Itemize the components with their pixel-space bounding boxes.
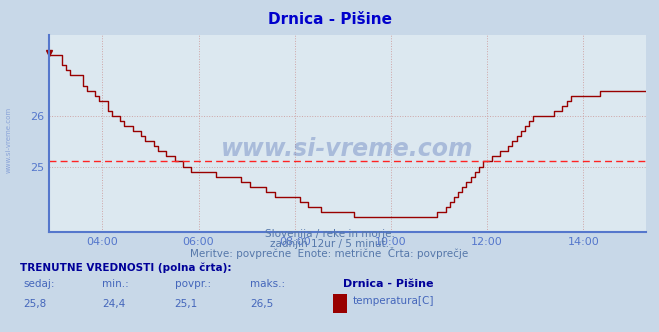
Text: 26,5: 26,5 bbox=[250, 299, 273, 309]
Text: Drnica - Pišine: Drnica - Pišine bbox=[268, 12, 391, 27]
Text: maks.:: maks.: bbox=[250, 279, 285, 289]
Text: www.si-vreme.com: www.si-vreme.com bbox=[221, 137, 474, 161]
Text: 25,1: 25,1 bbox=[175, 299, 198, 309]
Text: zadnjih 12ur / 5 minut.: zadnjih 12ur / 5 minut. bbox=[270, 239, 389, 249]
Text: TRENUTNE VREDNOSTI (polna črta):: TRENUTNE VREDNOSTI (polna črta): bbox=[20, 262, 231, 273]
Text: min.:: min.: bbox=[102, 279, 129, 289]
Text: www.si-vreme.com: www.si-vreme.com bbox=[5, 106, 11, 173]
Text: povpr.:: povpr.: bbox=[175, 279, 211, 289]
Text: temperatura[C]: temperatura[C] bbox=[353, 296, 434, 306]
Text: Drnica - Pišine: Drnica - Pišine bbox=[343, 279, 433, 289]
Text: Meritve: povprečne  Enote: metrične  Črta: povprečje: Meritve: povprečne Enote: metrične Črta:… bbox=[190, 247, 469, 259]
Text: 25,8: 25,8 bbox=[23, 299, 46, 309]
Text: Slovenija / reke in morje.: Slovenija / reke in morje. bbox=[264, 229, 395, 239]
Text: sedaj:: sedaj: bbox=[23, 279, 55, 289]
Text: 24,4: 24,4 bbox=[102, 299, 125, 309]
